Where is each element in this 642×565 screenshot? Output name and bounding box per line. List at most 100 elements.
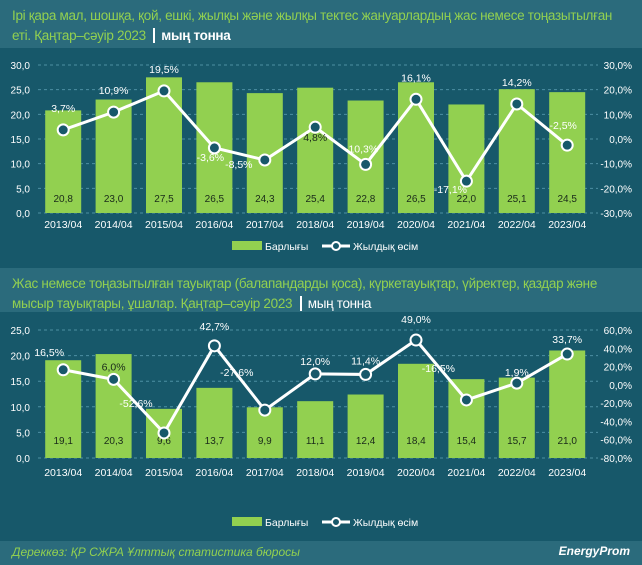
bar-value-label: 18,4 — [406, 436, 426, 447]
x-tick-label: 2023/04 — [548, 219, 586, 231]
bar — [297, 87, 334, 213]
y2-tick-label: 10,0% — [604, 110, 632, 121]
bar — [448, 104, 485, 213]
growth-point — [107, 372, 121, 386]
y-tick-label: 15,0 — [11, 135, 31, 146]
growth-point — [510, 376, 524, 390]
bar — [549, 92, 586, 213]
x-tick-label: 2014/04 — [95, 219, 133, 231]
x-tick-label: 2019/04 — [347, 467, 385, 479]
x-tick-label: 2014/04 — [95, 467, 133, 479]
legend-bar-swatch — [232, 241, 262, 250]
x-tick-label: 2020/04 — [397, 467, 435, 479]
x-tick-label: 2013/04 — [44, 219, 82, 231]
growth-point — [409, 333, 423, 347]
growth-label: -10,3% — [345, 143, 378, 155]
y2-tick-label: -30,0% — [600, 209, 632, 220]
bar — [196, 387, 233, 458]
bar — [347, 394, 384, 458]
y2-tick-label: 40,0% — [604, 344, 632, 355]
growth-point — [409, 92, 423, 106]
y-tick-label: 10,0 — [11, 403, 31, 414]
x-tick-label: 2018/04 — [296, 219, 334, 231]
bar-value-label: 21,0 — [557, 436, 577, 447]
bar — [45, 360, 82, 458]
bar-value-label: 11,1 — [306, 436, 325, 447]
bar-value-label: 23,0 — [104, 194, 124, 205]
x-tick-label: 2021/04 — [447, 467, 485, 479]
x-tick-label: 2016/04 — [195, 219, 233, 231]
y-tick-label: 0,0 — [16, 209, 30, 220]
y-tick-label: 30,0 — [11, 61, 31, 72]
growth-point — [258, 153, 272, 167]
bar-value-label: 26,5 — [406, 194, 426, 205]
growth-label: 3,7% — [51, 103, 75, 115]
x-tick-label: 2017/04 — [246, 467, 284, 479]
growth-label: -17,1% — [434, 184, 467, 196]
growth-point — [157, 426, 171, 440]
y2-tick-label: 20,0% — [604, 363, 632, 374]
y2-tick-label: 60,0% — [604, 326, 632, 337]
bar — [448, 379, 485, 458]
x-tick-label: 2013/04 — [44, 467, 82, 479]
bar-value-label: 15,7 — [507, 436, 527, 447]
growth-point — [459, 174, 473, 188]
growth-point — [207, 141, 221, 155]
growth-label: -2,5% — [549, 120, 576, 132]
legend-bar-swatch — [232, 517, 262, 526]
legend-line-marker — [331, 241, 341, 251]
x-tick-label: 2015/04 — [145, 219, 183, 231]
growth-label: -27,6% — [220, 367, 253, 379]
bar-value-label: 25,1 — [507, 194, 527, 205]
bar-value-label: 24,5 — [557, 194, 577, 205]
bar — [297, 401, 334, 458]
x-tick-label: 2021/04 — [447, 219, 485, 231]
chart1-unit: мың тонна — [153, 28, 231, 43]
source-text: Дереккөз: ҚР СЖРА Ұлттық статистика бюро… — [12, 545, 300, 559]
y-tick-label: 5,0 — [16, 184, 30, 195]
growth-label: 16,5% — [34, 347, 64, 359]
y2-tick-label: -60,0% — [600, 436, 632, 447]
growth-label: 16,1% — [401, 72, 431, 84]
y2-tick-label: -80,0% — [600, 454, 632, 465]
x-tick-label: 2017/04 — [246, 219, 284, 231]
chart2-title: Жас немесе тоңазытылған тауықтар (балапа… — [12, 276, 598, 311]
bar — [549, 350, 586, 458]
growth-point — [56, 123, 70, 137]
growth-point — [359, 157, 373, 171]
growth-label: 42,7% — [200, 321, 230, 333]
footer: Дереккөз: ҚР СЖРА Ұлттық статистика бюро… — [0, 541, 642, 565]
legend-bar-label: Барлығы — [265, 241, 308, 253]
chart2-unit: мың тонна — [299, 296, 371, 311]
bar-value-label: 19,1 — [53, 436, 73, 447]
energyprom-logo: EnergyProm — [558, 544, 630, 558]
growth-point — [308, 120, 322, 134]
bar-value-label: 9,9 — [258, 436, 272, 447]
growth-point — [56, 363, 70, 377]
growth-label: 4,8% — [303, 132, 327, 144]
growth-point — [308, 367, 322, 381]
bar — [146, 77, 182, 213]
x-tick-label: 2020/04 — [397, 219, 435, 231]
x-tick-label: 2016/04 — [195, 467, 233, 479]
y2-tick-label: 0,0% — [609, 135, 632, 146]
bar-value-label: 22,0 — [457, 194, 477, 205]
legend-bar-label: Барлығы — [265, 517, 308, 529]
legend-line-label: Жылдық өсім — [353, 517, 418, 529]
bar-value-label: 15,4 — [457, 436, 477, 447]
y-tick-label: 0,0 — [16, 454, 30, 465]
growth-point — [157, 84, 171, 98]
growth-label: 10,9% — [99, 85, 129, 97]
growth-label: 12,0% — [300, 356, 330, 368]
y2-tick-label: -20,0% — [600, 184, 632, 195]
y2-tick-label: -20,0% — [600, 399, 632, 410]
growth-point — [510, 97, 524, 111]
y2-tick-label: -40,0% — [600, 417, 632, 428]
x-tick-label: 2019/04 — [347, 219, 385, 231]
legend-line-marker — [331, 517, 341, 527]
chart1-title-band: Ірі қара мал, шошқа, қой, ешкі, жылқы жә… — [0, 0, 642, 48]
bar — [398, 363, 434, 458]
growth-point — [107, 105, 121, 119]
y-tick-label: 20,0 — [11, 110, 31, 121]
